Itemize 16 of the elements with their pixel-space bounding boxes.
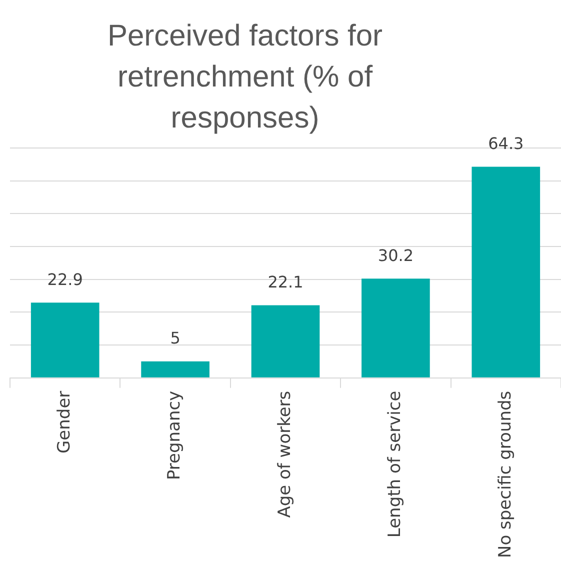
bar — [362, 278, 430, 378]
data-label: 22.1 — [268, 272, 304, 292]
x-tick-label: Gender — [54, 390, 75, 454]
bar — [472, 166, 540, 378]
x-tick-label: Age of workers — [274, 390, 295, 518]
bar — [251, 305, 320, 378]
x-tick-label: Length of service — [385, 390, 406, 538]
chart-title: Perceived factors for retrenchment (% of responses) — [107, 19, 383, 134]
bar — [30, 302, 100, 378]
x-tick-label: Pregnancy — [164, 390, 185, 480]
data-label: 5 — [170, 328, 180, 348]
data-label: 30.2 — [378, 246, 414, 265]
bar — [141, 361, 210, 378]
data-label: 64.3 — [488, 134, 524, 153]
x-tick-label: No specific grounds — [495, 390, 516, 558]
data-label: 22.9 — [47, 270, 83, 289]
